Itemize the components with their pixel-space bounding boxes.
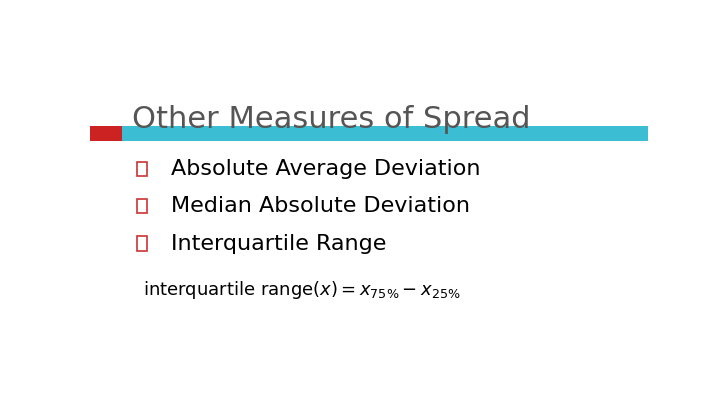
Text: Interquartile Range: Interquartile Range — [171, 234, 387, 254]
Text: $\mathregular{interquartile\ range}(x) = x_{75\%} - x_{25\%}$: $\mathregular{interquartile\ range}(x) =… — [143, 279, 461, 301]
Bar — [90, 126, 122, 141]
Bar — [138, 162, 148, 176]
Bar — [122, 126, 648, 141]
Bar — [138, 199, 148, 213]
Text: Other Measures of Spread: Other Measures of Spread — [132, 105, 531, 134]
Text: Absolute Average Deviation: Absolute Average Deviation — [171, 159, 480, 179]
Bar — [138, 237, 148, 251]
Text: Median Absolute Deviation: Median Absolute Deviation — [171, 196, 470, 216]
